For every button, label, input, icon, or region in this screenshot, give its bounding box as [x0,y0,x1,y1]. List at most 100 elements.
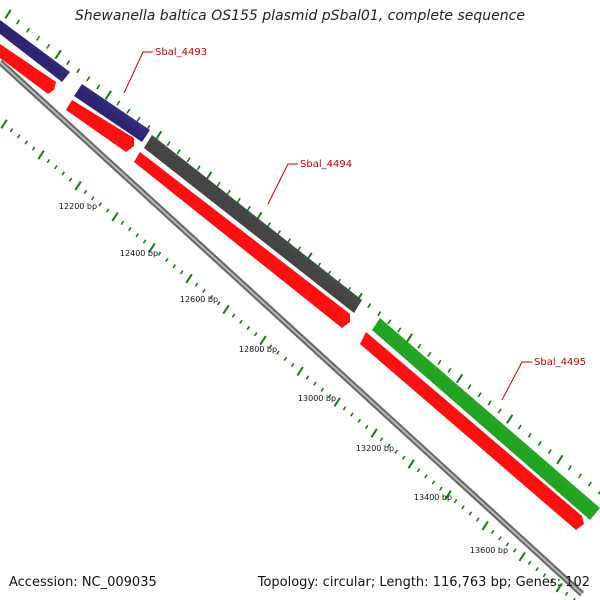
gene-block-sbal-4495[interactable] [372,318,600,520]
ruler-label: 12800 bp [239,345,277,354]
outer-ticks [4,9,600,495]
topology-summary: Topology: circular; Length: 116,763 bp; … [257,575,590,590]
outer-tick [76,68,81,74]
outer-tick [367,303,372,309]
outer-tick [136,116,141,122]
gene-label-sbal-4493[interactable]: Sbal_4493 [155,47,207,58]
ruler-tick [105,208,110,213]
ruler-tick [290,362,295,368]
outer-tick [226,189,231,195]
ruler-tick [172,264,177,269]
ruler-label: 12600 bp [180,295,218,304]
ruler-tick [83,189,88,195]
ruler-tick [481,521,489,531]
ruler-tick [98,202,102,207]
ruler-tick [222,304,230,315]
ruler-tick [24,140,28,145]
ruler-tick [231,313,236,318]
ruler-label: 12400 bp [120,249,158,258]
outer-tick [154,130,163,141]
outer-tick [467,384,472,390]
ruler-tick [0,119,8,129]
ruler-ticks [0,119,576,600]
ruler-tick [296,366,304,377]
outer-tick [556,454,564,465]
ruler-tick [216,301,221,306]
ruler-tick [439,486,443,491]
ruler-tick [453,498,458,504]
cds-arrow-3[interactable] [134,152,350,328]
gene-label-sbal-4494[interactable]: Sbal_4494 [300,159,352,170]
outer-tick [216,181,221,187]
ruler-tick [74,181,82,191]
ruler-tick [476,517,480,522]
ruler-tick [185,273,193,284]
outer-tick [405,333,413,343]
outer-tick [497,408,502,414]
outer-tick [506,414,514,424]
cds-arrow-4[interactable] [360,332,584,530]
outer-tick [537,440,542,446]
ruler-tick [9,128,14,133]
ruler-label: 13400 bp [414,493,452,502]
cds-arrow-1[interactable] [0,44,56,94]
outer-tick [455,373,464,384]
ruler-tick [350,412,354,417]
ruler-tick [91,196,95,201]
ruler-tick [542,573,547,578]
ruler-tick [573,597,576,600]
outer-tick [427,351,432,357]
ruler-tick [416,468,421,473]
ruler-tick [61,171,65,176]
gene-label-sbal-4495[interactable]: Sbal_4495 [534,357,586,368]
ruler-tick [135,233,139,238]
outer-tick [36,35,41,41]
ruler-tick [253,332,258,337]
gene-labels: Sbal_4493 Sbal_4494 Sbal_4495 [155,47,586,368]
ruler-tick [564,591,569,596]
outer-tick [487,400,492,406]
ruler-tick [120,220,125,226]
outer-tick [4,9,12,19]
ruler-tick [68,177,73,182]
outer-tick [26,27,31,33]
ruler-tick [17,134,21,139]
ruler-tick [461,505,465,510]
ruler-tick [305,375,310,380]
ruler-tick [320,387,325,392]
ruler-tick [401,455,406,460]
cds-arrow-2[interactable] [66,100,134,152]
ruler-tick [209,294,214,300]
ruler-label: 12200 bp [59,202,97,211]
outer-tick [54,49,62,60]
ruler-tick [142,239,147,244]
outer-tick [16,19,21,25]
gene-block-sbal-4494[interactable] [144,135,362,313]
ruler-tick [165,257,169,263]
ruler-tick [535,566,539,572]
ruler-tick [555,582,563,593]
outer-tick [547,448,552,455]
gene-block-sbal-4493[interactable] [74,84,150,142]
ruler-tick [179,270,184,275]
outer-tick [116,100,121,106]
ruler-tick [259,335,267,346]
outer-tick [577,473,582,479]
outer-tick [176,149,181,155]
ruler-tick [268,344,273,349]
ruler-tick [505,542,510,547]
gene-block-purple-left[interactable] [0,20,70,82]
ruler-tick [246,325,251,331]
ruler-tick [276,350,280,355]
ruler-label: 13200 bp [356,444,394,453]
sequence-backbone [0,59,585,597]
ruler-tick [468,511,473,516]
ruler-tick [128,226,132,232]
ruler-tick [148,242,156,253]
ruler-tick [490,529,495,535]
ruler-tick [407,459,415,469]
ruler-tick [37,150,45,160]
outer-tick [387,319,392,325]
ruler-tick [313,381,317,386]
